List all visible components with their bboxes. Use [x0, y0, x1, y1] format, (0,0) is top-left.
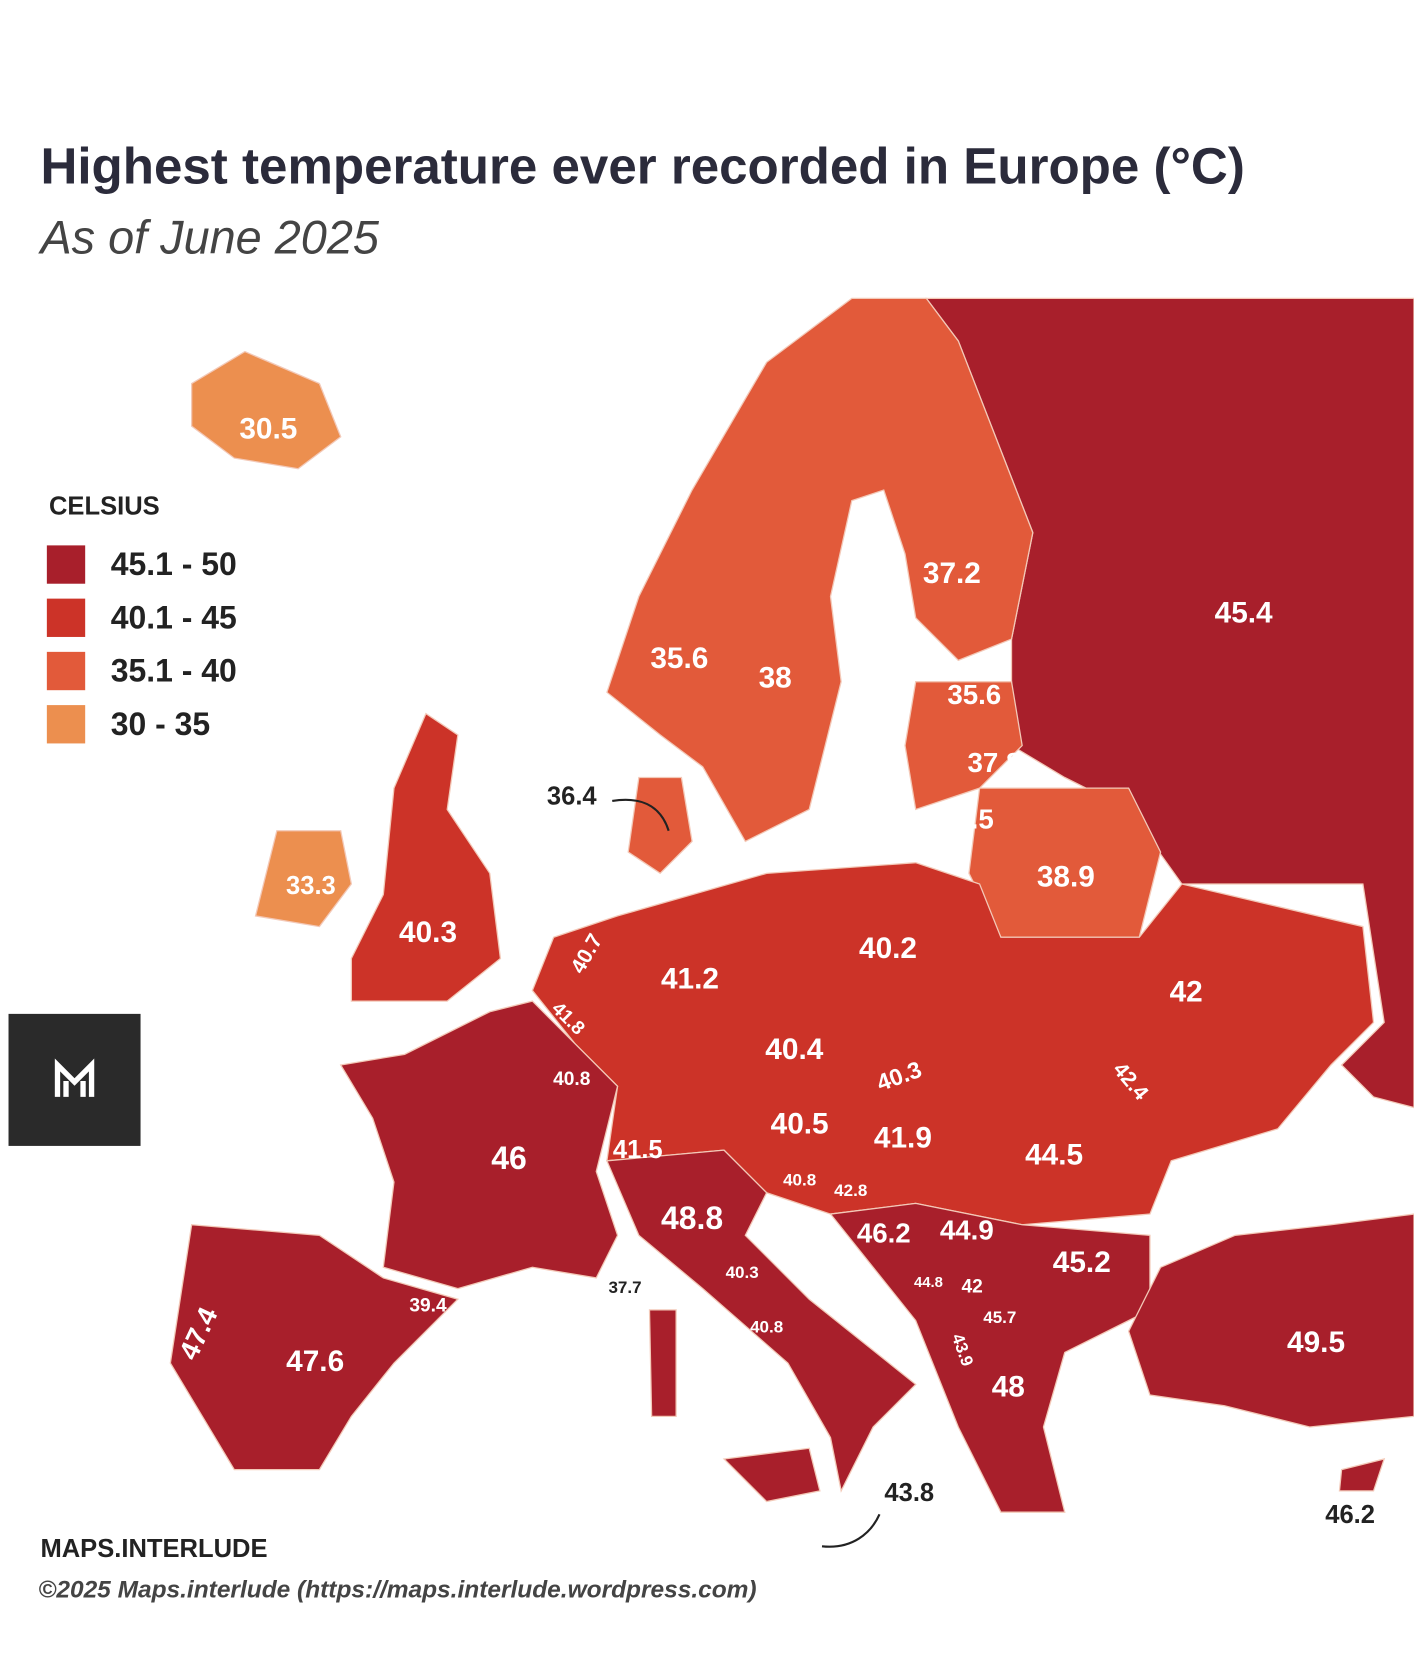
temperature-label: 42.8: [834, 1181, 867, 1200]
temperature-label: 42: [961, 1277, 982, 1298]
temperature-label: 46: [491, 1140, 527, 1176]
temperature-label: 30.5: [239, 412, 297, 445]
legend-label: 40.1 - 45: [111, 599, 237, 635]
legend-label: 45.1 - 50: [111, 546, 237, 582]
temperature-label: 44.8: [914, 1275, 943, 1291]
legend-swatch: [46, 651, 86, 691]
temperature-label: 40.5: [771, 1108, 829, 1141]
temperature-label: 40.8: [750, 1317, 783, 1336]
temperature-label: 47.6: [286, 1345, 344, 1378]
temperature-label: 37.5: [940, 803, 994, 834]
legend-label: 35.1 - 40: [111, 653, 237, 689]
temperature-label: 44.5: [1025, 1138, 1083, 1171]
legend-swatch: [46, 598, 86, 637]
temperature-label: 40.4: [765, 1033, 823, 1066]
temperature-label: 45.7: [983, 1308, 1016, 1327]
temperature-label: 35.6: [947, 679, 1001, 710]
copyright: ©2025 Maps.interlude (https://maps.inter…: [38, 1576, 756, 1603]
temperature-label: 49.5: [1287, 1326, 1345, 1359]
temperature-label: 39.4: [409, 1296, 447, 1317]
temperature-label: 35.6: [650, 642, 708, 675]
temperature-label: 37.8: [968, 747, 1022, 778]
land: [169, 297, 1414, 1513]
temperature-label: 44.9: [940, 1214, 994, 1245]
arrows: [612, 798, 881, 1548]
temperature-label: 46.2: [857, 1218, 911, 1249]
subtitle: As of June 2025: [37, 212, 379, 264]
temperature-label: 38: [759, 661, 792, 694]
temperature-label: 45.2: [1053, 1246, 1111, 1279]
temperature-label: 40.3: [399, 916, 457, 949]
temperature-label: 45.4: [1215, 596, 1273, 629]
temperature-label: 41.5: [613, 1136, 663, 1164]
temperature-label: 48: [992, 1371, 1025, 1404]
temperature-label: 42: [1170, 976, 1203, 1009]
legend-title: CELSIUS: [49, 493, 160, 521]
brand: MAPS.INTERLUDE: [40, 1535, 267, 1563]
logo: [8, 1013, 141, 1146]
temperature-label: 36.4: [547, 782, 598, 810]
temperature-label: 43.8: [884, 1479, 934, 1507]
temperature-label: 33.3: [286, 872, 336, 900]
temperature-label: 40.8: [783, 1171, 816, 1190]
title: Highest temperature ever recorded in Eur…: [40, 137, 1244, 194]
legend: 45.1 - 50 40.1 - 45 35.1 - 40 30 - 35: [46, 545, 237, 744]
temperature-label: 40.8: [553, 1069, 591, 1090]
legend-label: 30 - 35: [111, 706, 210, 742]
temperature-label: 37.7: [608, 1278, 641, 1297]
temperature-label: 41.9: [874, 1121, 932, 1154]
temperature-label: 48.8: [661, 1200, 723, 1236]
legend-swatch: [46, 545, 86, 584]
temperature-label: 41.2: [661, 963, 719, 996]
legend-swatch: [46, 705, 86, 744]
temperature-label: 40.3: [726, 1263, 759, 1282]
temperature-label: 46.2: [1325, 1501, 1375, 1529]
temperature-label: 40.2: [859, 932, 917, 965]
temperature-label: 38.9: [1037, 861, 1095, 894]
temperature-label: 37.2: [923, 557, 981, 590]
